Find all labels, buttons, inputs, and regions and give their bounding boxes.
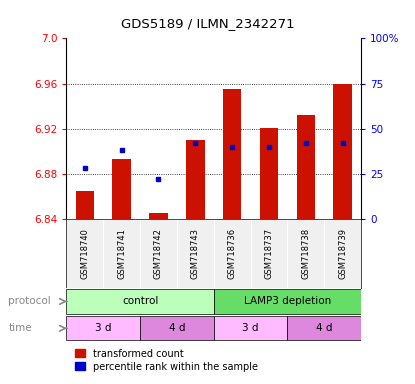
Bar	[287, 316, 361, 340]
Bar	[186, 140, 205, 219]
Bar	[66, 219, 103, 288]
Bar	[149, 213, 168, 219]
Bar	[66, 290, 214, 313]
Text: GSM718736: GSM718736	[228, 228, 237, 279]
Bar	[260, 127, 278, 219]
Bar	[103, 219, 140, 288]
Text: protocol: protocol	[8, 296, 51, 306]
Bar	[287, 219, 324, 288]
Bar	[112, 159, 131, 219]
Bar	[140, 219, 177, 288]
Bar	[140, 316, 214, 340]
Text: LAMP3 depletion: LAMP3 depletion	[244, 296, 331, 306]
Text: GSM718741: GSM718741	[117, 228, 126, 279]
Bar	[324, 219, 361, 288]
Text: GSM718738: GSM718738	[301, 228, 310, 279]
Bar	[297, 115, 315, 219]
Text: GSM718743: GSM718743	[191, 228, 200, 279]
Text: GSM718739: GSM718739	[338, 228, 347, 279]
Bar	[214, 316, 287, 340]
Bar	[66, 316, 140, 340]
Text: 4 d: 4 d	[316, 323, 332, 333]
Text: GDS5189 / ILMN_2342271: GDS5189 / ILMN_2342271	[121, 17, 294, 30]
Text: time: time	[8, 323, 32, 333]
Bar	[333, 84, 352, 219]
Text: GSM718740: GSM718740	[81, 228, 89, 279]
Bar	[214, 219, 251, 288]
Text: 4 d: 4 d	[168, 323, 185, 333]
Legend: transformed count, percentile rank within the sample: transformed count, percentile rank withi…	[71, 345, 261, 376]
Text: 3 d: 3 d	[242, 323, 259, 333]
Bar	[177, 219, 214, 288]
Bar	[223, 89, 242, 219]
Bar	[214, 290, 361, 313]
Text: 3 d: 3 d	[95, 323, 112, 333]
Bar	[251, 219, 287, 288]
Text: GSM718737: GSM718737	[264, 228, 273, 279]
Text: control: control	[122, 296, 158, 306]
Bar	[76, 191, 94, 219]
Text: GSM718742: GSM718742	[154, 228, 163, 279]
